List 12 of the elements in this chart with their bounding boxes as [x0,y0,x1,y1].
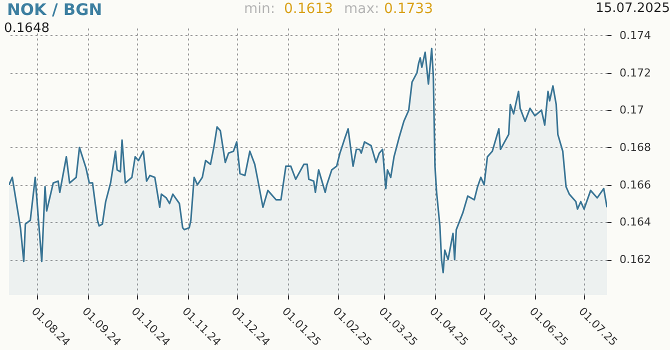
y-tick-label: 0.168 [620,140,651,154]
annotation: 0.1648 [4,21,50,36]
y-tick-label: 0.164 [620,216,651,229]
text: min: 0.1613 [244,1,333,17]
y-tick-label: 0.166 [620,178,651,192]
y-tick-label: 0.174 [620,28,651,42]
text: max: 0.1733 [344,1,433,17]
text: 15.07.2025 [596,1,670,16]
chart-title: NOK / BGN [7,0,102,19]
y-tick-label: 0.172 [620,66,651,80]
y-tick-label: 0.162 [620,253,651,266]
y-tick-label: 0.17 [620,104,644,117]
